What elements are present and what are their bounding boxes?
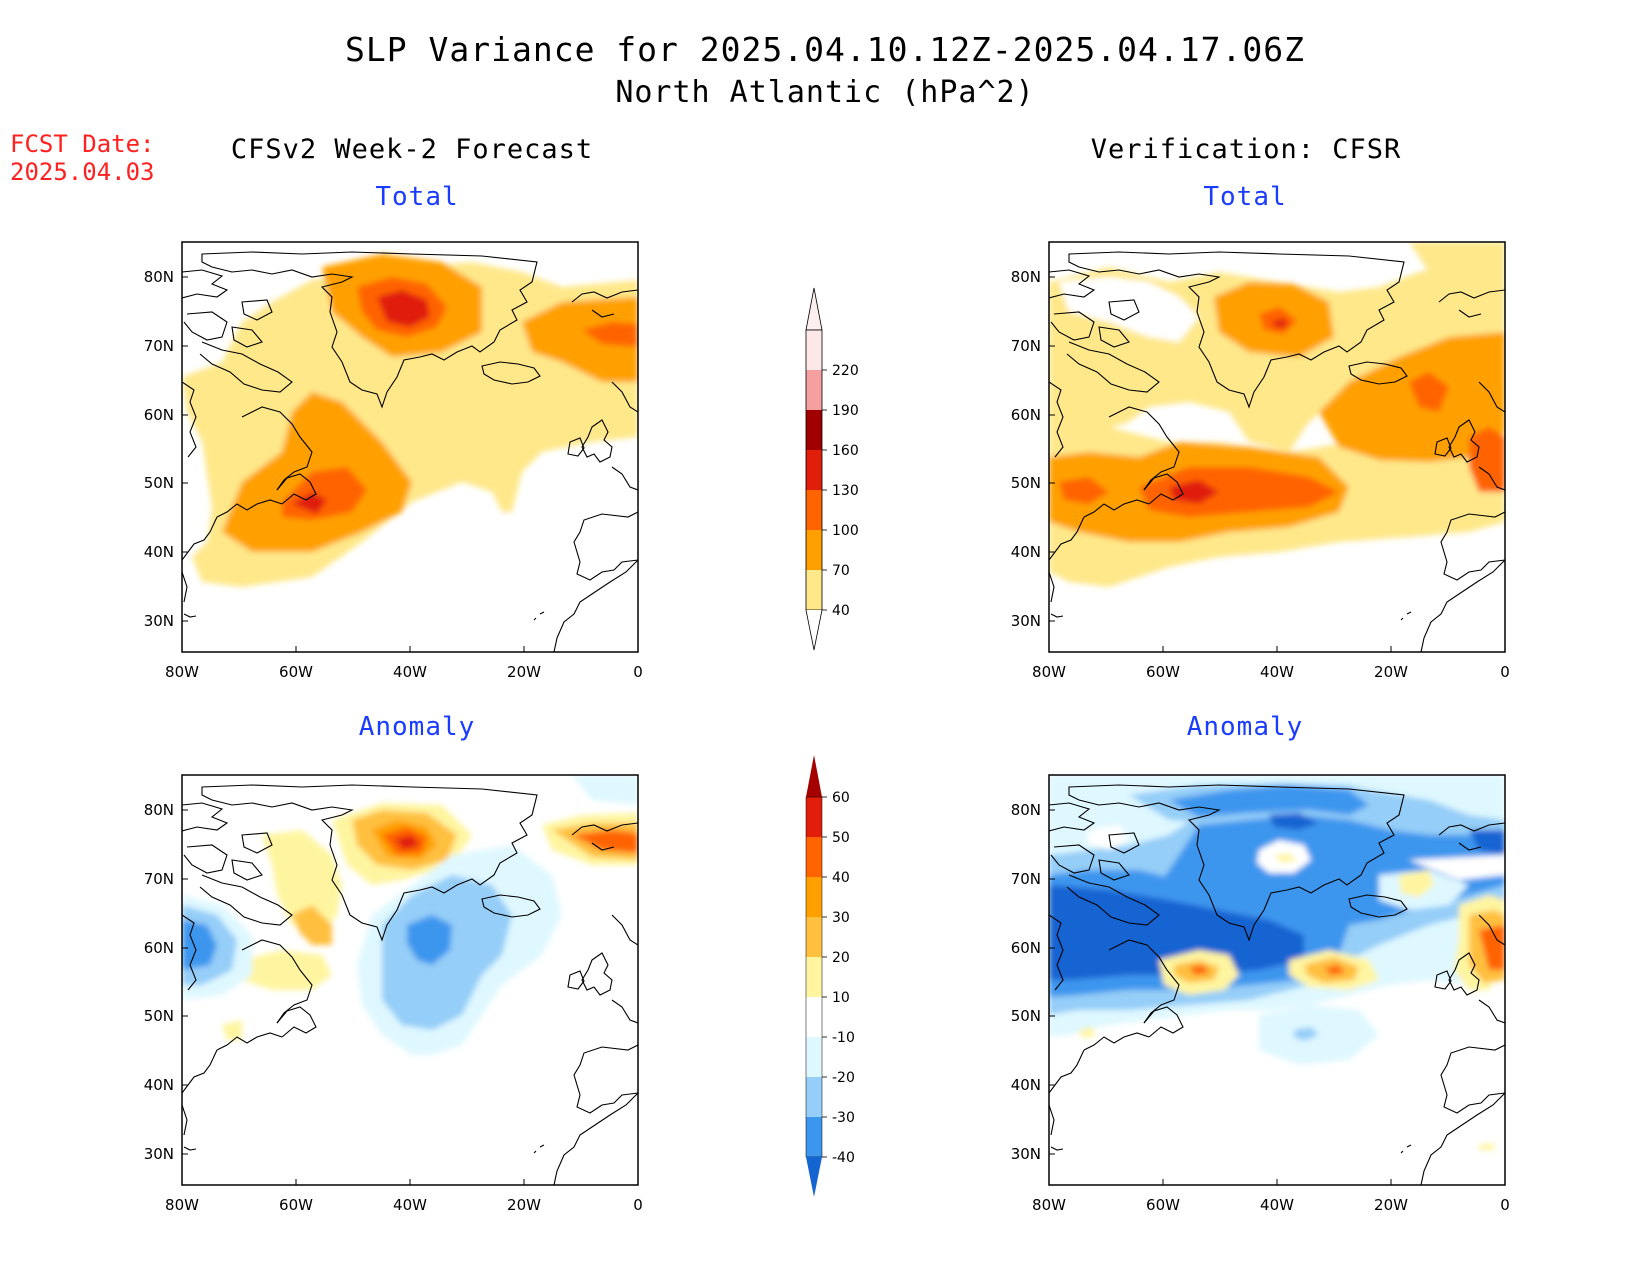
- lon-tick-label: 40W: [1260, 1196, 1294, 1214]
- lat-tick-label: 40N: [1011, 543, 1041, 561]
- colorbar-segment: [806, 997, 822, 1037]
- forecast-anomaly-map: [181, 774, 639, 1186]
- colorbar-segment: [806, 530, 822, 570]
- colorbar-label: 10: [832, 990, 850, 1006]
- colorbar-segment: [806, 957, 822, 997]
- colorbar-label: 30: [832, 910, 850, 926]
- lat-tick-label: 40N: [144, 1076, 174, 1094]
- colorbar-segment: [806, 570, 822, 610]
- colorbar-segment: [806, 330, 822, 370]
- colorbar-segment: [806, 1037, 822, 1077]
- lat-tick-label: 50N: [144, 474, 174, 492]
- colorbar-total: 220 190 160 130 100 70 40: [805, 287, 859, 651]
- colorbar-label: 20: [832, 950, 850, 966]
- lat-tick-label: 70N: [1011, 337, 1041, 355]
- colorbar-label: -40: [832, 1150, 855, 1166]
- colorbar-label: 130: [832, 483, 859, 499]
- colorbar-label: 50: [832, 830, 850, 846]
- lon-tick-label: 60W: [1146, 1196, 1180, 1214]
- lat-tick-label: 70N: [144, 337, 174, 355]
- lat-tick-label: 80N: [1011, 268, 1041, 286]
- colorbar-label: 190: [832, 403, 859, 419]
- lat-tick-label: 30N: [1011, 1145, 1041, 1163]
- colorbar-segment: [806, 797, 822, 837]
- verification-anomaly-map: [1048, 774, 1506, 1186]
- lat-tick-label: 40N: [144, 543, 174, 561]
- colorbar-label: 220: [832, 363, 859, 379]
- forecast-total-title: Total: [375, 182, 459, 212]
- lon-tick-label: 0: [633, 663, 643, 681]
- lon-tick-label: 20W: [1374, 1196, 1408, 1214]
- colorbar-segment: [806, 450, 822, 490]
- colorbar-tip-bottom: [806, 1157, 822, 1197]
- colorbar-label: -10: [832, 1030, 855, 1046]
- verification-total-map: [1048, 241, 1506, 653]
- colorbar-label: 40: [832, 603, 850, 619]
- lat-tick-label: 80N: [144, 268, 174, 286]
- lon-tick-label: 60W: [279, 663, 313, 681]
- lon-tick-label: 20W: [507, 663, 541, 681]
- forecast-total-map: [181, 241, 639, 653]
- lat-tick-label: 30N: [144, 612, 174, 630]
- lat-tick-label: 50N: [1011, 474, 1041, 492]
- colorbar-tip-bottom: [805, 609, 823, 651]
- lon-tick-label: 20W: [1374, 663, 1408, 681]
- lat-tick-label: 30N: [1011, 612, 1041, 630]
- lat-tick-label: 60N: [144, 939, 174, 957]
- lon-tick-label: 80W: [1032, 663, 1066, 681]
- figure-title-line2: North Atlantic (hPa^2): [615, 75, 1035, 110]
- lon-tick-label: 80W: [165, 1196, 199, 1214]
- lon-tick-label: 60W: [279, 1196, 313, 1214]
- fcst-date-label: FCST Date:: [10, 130, 155, 158]
- colorbar-tip-top: [806, 755, 822, 797]
- lat-tick-label: 70N: [144, 870, 174, 888]
- colorbar-segment: [806, 1117, 822, 1157]
- lon-tick-label: 20W: [507, 1196, 541, 1214]
- colorbar-segment: [806, 370, 822, 410]
- lon-tick-label: 40W: [393, 663, 427, 681]
- colorbar-segment: [806, 837, 822, 877]
- lat-tick-label: 30N: [144, 1145, 174, 1163]
- lat-tick-label: 80N: [1011, 801, 1041, 819]
- lat-tick-label: 60N: [1011, 406, 1041, 424]
- colorbar-label: 100: [832, 523, 859, 539]
- colorbar-segment: [806, 877, 822, 917]
- lon-tick-label: 0: [1500, 663, 1510, 681]
- lon-tick-label: 40W: [393, 1196, 427, 1214]
- map-axes: 80W 60W 40W 20W 0 80N 70N 60N 50N 40N 30N 80W 60W 40W…: [144, 268, 1510, 1214]
- lat-tick-label: 40N: [1011, 1076, 1041, 1094]
- lon-tick-label: 40W: [1260, 663, 1294, 681]
- colorbar-segment: [806, 410, 822, 450]
- colorbar-label: 60: [832, 790, 850, 806]
- lat-tick-label: 50N: [1011, 1007, 1041, 1025]
- lon-tick-label: 60W: [1146, 663, 1180, 681]
- colorbar-segment: [806, 917, 822, 957]
- colorbar-label: 70: [832, 563, 850, 579]
- lat-tick-label: 60N: [1011, 939, 1041, 957]
- forecast-column-title: CFSv2 Week-2 Forecast: [230, 134, 594, 165]
- fcst-date-value: 2025.04.03: [10, 158, 155, 186]
- verification-total-title: Total: [1203, 182, 1287, 212]
- verification-column-title: Verification: CFSR: [1090, 134, 1402, 165]
- lat-tick-label: 80N: [144, 801, 174, 819]
- colorbar-label: 160: [832, 443, 859, 459]
- lat-tick-label: 50N: [144, 1007, 174, 1025]
- forecast-anomaly-title: Anomaly: [358, 712, 476, 742]
- lon-tick-label: 80W: [1032, 1196, 1066, 1214]
- colorbar-segment: [806, 490, 822, 530]
- lon-tick-label: 0: [1500, 1196, 1510, 1214]
- verification-anomaly-title: Anomaly: [1186, 712, 1304, 742]
- figure-title-line1: SLP Variance for 2025.04.10.12Z-2025.04.…: [345, 30, 1305, 69]
- colorbar-label: 40: [832, 870, 850, 886]
- colorbar-anomaly: 60 50 40 30 20 10 -10 -20 -30 -40: [805, 755, 855, 1197]
- colorbar-label: -30: [832, 1110, 855, 1126]
- colorbar-label: -20: [832, 1070, 855, 1086]
- lat-tick-label: 70N: [1011, 870, 1041, 888]
- colorbar-segment: [806, 1077, 822, 1117]
- lon-tick-label: 0: [633, 1196, 643, 1214]
- lon-tick-label: 80W: [165, 663, 199, 681]
- lat-tick-label: 60N: [144, 406, 174, 424]
- colorbar-tip-top: [805, 287, 823, 331]
